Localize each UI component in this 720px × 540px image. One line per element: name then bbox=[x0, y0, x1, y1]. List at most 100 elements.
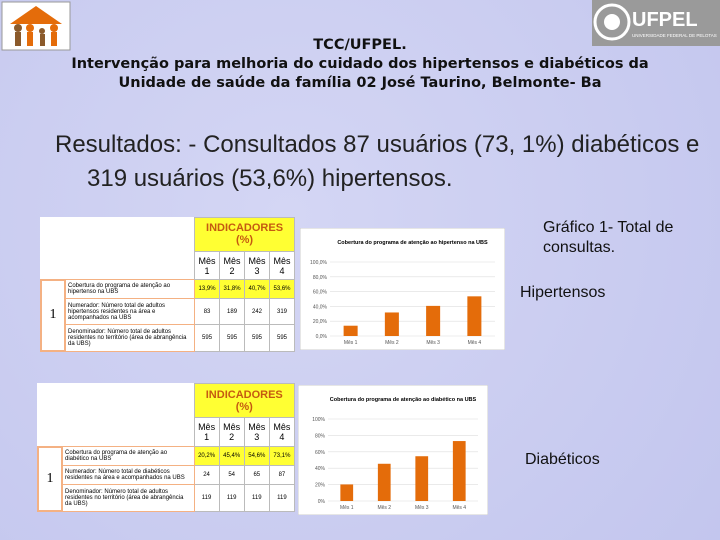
y-tick-label: 100,0% bbox=[310, 260, 328, 266]
y-tick-label: 80,0% bbox=[313, 275, 328, 281]
table-cell: 40,7% bbox=[244, 279, 270, 300]
row-label: Numerador: Número total de adultos hiper… bbox=[64, 298, 196, 326]
table-cell: 119 bbox=[193, 483, 220, 512]
table-cell: 45,4% bbox=[218, 446, 245, 467]
label-hypertension: Hipertensos bbox=[520, 284, 606, 301]
y-tick-label: 60% bbox=[315, 450, 326, 456]
table-cell: 87 bbox=[268, 465, 296, 485]
row-number: 1 bbox=[37, 445, 63, 513]
table-cell: 119 bbox=[268, 483, 296, 512]
logo-text: UFPEL bbox=[632, 9, 698, 31]
table-title: INDICADORES (%) bbox=[193, 382, 296, 419]
table-cell: 65 bbox=[243, 465, 270, 485]
y-tick-label: 80% bbox=[315, 433, 326, 439]
table-cell: 595 bbox=[194, 324, 221, 352]
month-header: Mês 4 bbox=[268, 417, 296, 448]
y-tick-label: 100% bbox=[312, 417, 325, 423]
table-cell: 595 bbox=[219, 324, 246, 352]
month-header: Mês 3 bbox=[243, 417, 270, 448]
table-row: INDICADORES (%) bbox=[41, 217, 295, 252]
table-row: 1 Cobertura do programa de atenção ao dia… bbox=[37, 445, 296, 513]
table-cell: 31,8% bbox=[219, 279, 246, 300]
table-cell: 13,9% bbox=[194, 279, 221, 300]
table-row: Numerador: Número total de diabéticos re… bbox=[38, 465, 296, 485]
table-cell: 54,6% bbox=[243, 446, 270, 467]
table-cell: 119 bbox=[218, 483, 245, 512]
blank-cell bbox=[41, 218, 195, 252]
x-tick-label: Mês 4 bbox=[468, 340, 482, 346]
month-header: Mês 3 bbox=[244, 250, 270, 281]
x-tick-label: Mês 3 bbox=[426, 340, 440, 346]
y-tick-label: 40% bbox=[315, 466, 326, 472]
table-cell: 189 bbox=[219, 298, 246, 326]
month-header: Mês 2 bbox=[218, 417, 245, 448]
table-cell: 73,1% bbox=[268, 446, 296, 467]
family-logo bbox=[1, 1, 71, 51]
caption: Gráfico 1- Total de consultas. bbox=[543, 219, 674, 256]
blank-cell bbox=[38, 384, 194, 418]
table-cell: 319 bbox=[268, 298, 296, 326]
x-tick-label: Mês 1 bbox=[344, 340, 358, 346]
table-title: INDICADORES (%) bbox=[194, 217, 295, 252]
table-cell: 595 bbox=[244, 324, 270, 352]
bar bbox=[384, 312, 399, 336]
indicator-table: INDICADORES (%) Mês 1 Mês 2 Mês 3 Mês 4 1 Cobe… bbox=[37, 382, 296, 513]
title-line: Unidade de saúde da família 02 José Taur… bbox=[118, 75, 602, 91]
table-cell: 24 bbox=[193, 465, 220, 485]
x-tick-label: Mês 4 bbox=[452, 505, 466, 511]
bar bbox=[377, 463, 391, 501]
title: TCC/UFPEL. bbox=[313, 37, 407, 53]
table-cell: 53,6% bbox=[268, 279, 296, 300]
y-tick-label: 20,0% bbox=[313, 319, 328, 325]
month-header: Mês 1 bbox=[194, 250, 221, 281]
bar bbox=[340, 484, 354, 501]
table-cell: 20,2% bbox=[193, 446, 220, 467]
bar bbox=[452, 441, 466, 501]
y-tick-label: 0% bbox=[318, 499, 326, 505]
table-cell: 595 bbox=[268, 324, 296, 352]
label-diabetes: Diabéticos bbox=[525, 451, 600, 468]
y-tick-label: 20% bbox=[315, 483, 326, 489]
table-row: INDICADORES (%) bbox=[38, 382, 296, 419]
title-line: Intervenção para melhoria do cuidado dos… bbox=[71, 56, 649, 72]
x-tick-label: Mês 1 bbox=[340, 505, 354, 511]
month-header: Mês 1 bbox=[193, 417, 220, 448]
x-tick-label: Mês 3 bbox=[415, 505, 429, 511]
bar bbox=[426, 305, 441, 336]
table-row: 1 Cobertura do programa de atenção ao hip… bbox=[40, 278, 296, 353]
table-row: Mês 1 Mês 2 Mês 3 Mês 4 bbox=[38, 417, 296, 448]
row-label: Cobertura do programa de atenção ao hipe… bbox=[64, 279, 196, 300]
bar bbox=[415, 456, 429, 501]
y-tick-label: 0,0% bbox=[316, 334, 328, 340]
row-number: 1 bbox=[40, 278, 66, 353]
table-cell: 54 bbox=[218, 465, 245, 485]
month-header: Mês 2 bbox=[219, 250, 246, 281]
table-row: Numerador: Número total de adultos hiper… bbox=[41, 298, 296, 326]
chart-title: Cobertura do programa de atenção ao hipe… bbox=[337, 240, 488, 246]
results-text: Resultados: - Consultados 87 usuários (7… bbox=[55, 131, 700, 192]
row-label: Numerador: Número total de diabéticos re… bbox=[61, 465, 195, 485]
table-cell: 83 bbox=[194, 298, 221, 326]
row-label: Denominador: Número total de adultos res… bbox=[64, 324, 196, 352]
row-label: Cobertura do programa de atenção ao diab… bbox=[61, 446, 195, 467]
table-cell: 242 bbox=[244, 298, 270, 326]
indicator-table: INDICADORES (%) Mês 1 Mês 2 Mês 3 Mês 4 1 Cobe… bbox=[40, 217, 296, 353]
logo-subtext: UNIVERSIDADE FEDERAL DE PELOTAS bbox=[632, 33, 717, 38]
bar bbox=[343, 325, 358, 336]
blank-cell bbox=[38, 418, 194, 447]
table-row: Denominador: Número total de adultos res… bbox=[41, 324, 296, 352]
chart-title: Cobertura do programa de atenção ao diab… bbox=[330, 397, 477, 403]
row-label: Denominador: Número total de adultos res… bbox=[61, 483, 195, 512]
x-tick-label: Mês 2 bbox=[385, 340, 399, 346]
month-header: Mês 4 bbox=[268, 250, 296, 281]
table-cell: 119 bbox=[243, 483, 270, 512]
table-row: Denominador: Número total de adultos res… bbox=[38, 483, 296, 512]
blank-cell bbox=[41, 251, 195, 280]
bar bbox=[467, 296, 482, 336]
y-tick-label: 40,0% bbox=[313, 304, 328, 310]
table-row: Mês 1 Mês 2 Mês 3 Mês 4 bbox=[41, 250, 296, 281]
table-frame: INDICADORES (%) Mês 1 Mês 2 Mês 3 Mês 4 1 Cobe… bbox=[40, 217, 296, 353]
header: TCC/UFPEL. Intervenção para melhoria do … bbox=[0, 36, 720, 93]
x-tick-label: Mês 2 bbox=[377, 505, 391, 511]
